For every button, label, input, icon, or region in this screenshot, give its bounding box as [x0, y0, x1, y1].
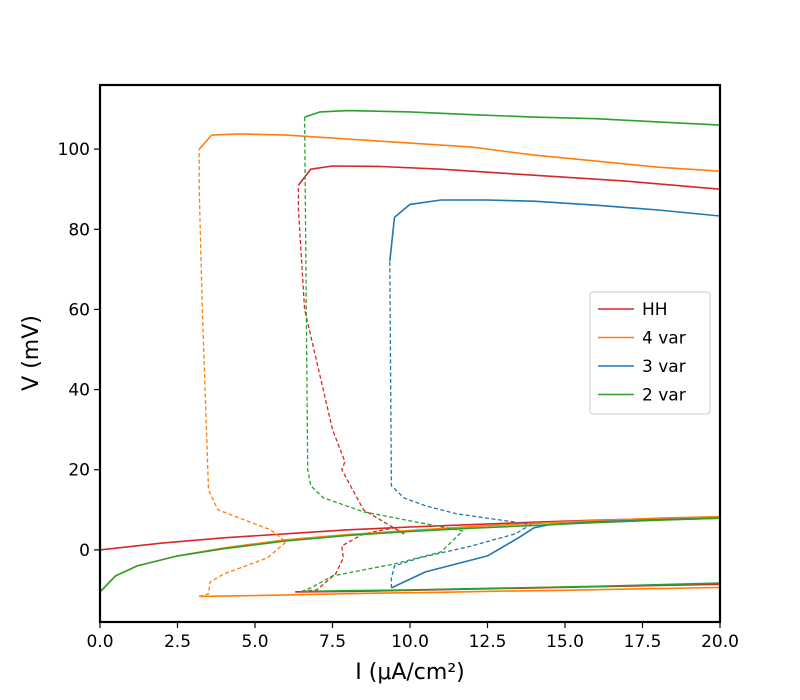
y-tick-label: 20: [68, 461, 90, 481]
y-axis: 0 20 40 60 80 100: [58, 140, 100, 561]
series-2-var-dashed-branch-2: [301, 117, 464, 593]
x-tick-label: 17.5: [624, 632, 662, 652]
series-4-var-solid-branch-1: [199, 586, 720, 598]
x-tick-label: 7.5: [319, 632, 346, 652]
x-tick-label: 20.0: [701, 632, 739, 652]
series-layer: [100, 109, 720, 598]
series-hh-solid-branch-3: [297, 165, 720, 190]
y-tick-label: 100: [58, 140, 90, 160]
legend: HH 4 var 3 var 2 var: [589, 291, 711, 415]
y-tick-label: 0: [79, 541, 90, 561]
x-tick-label: 10.0: [391, 632, 429, 652]
series-2-var-solid-branch-0: [100, 517, 720, 593]
series-4-var-dashed-branch-2: [198, 149, 287, 598]
series-hh-solid-branch-0: [100, 516, 720, 551]
legend-label: 4 var: [642, 329, 686, 349]
legend-label: 3 var: [642, 357, 686, 377]
x-tick-label: 2.5: [164, 632, 191, 652]
series-hh-dashed-branch-2: [295, 185, 405, 593]
x-tick-label: 0.0: [86, 632, 113, 652]
y-tick-label: 80: [68, 220, 90, 240]
x-tick-label: 12.5: [469, 632, 507, 652]
x-tick-label: 15.0: [546, 632, 584, 652]
series-3-var-solid-branch-2: [389, 199, 720, 262]
y-axis-label: V (mV): [19, 315, 44, 391]
y-tick-label: 60: [68, 300, 90, 320]
series-4-var-solid-branch-3: [198, 133, 720, 172]
series-2-var-solid-branch-1: [301, 582, 720, 593]
series-3-var-dashed-branch-1: [389, 261, 532, 588]
legend-label: HH: [642, 300, 668, 320]
x-tick-label: 5.0: [241, 632, 268, 652]
legend-box: [589, 291, 711, 415]
x-axis-label: I (μA/cm²): [355, 660, 464, 685]
legend-label: 2 var: [642, 386, 686, 406]
series-2-var-solid-branch-3: [304, 109, 720, 126]
x-axis: 0.0 2.5 5.0 7.5 10.0 12.5 15.0 17.5 20.0: [86, 622, 739, 652]
y-tick-label: 40: [68, 381, 90, 401]
